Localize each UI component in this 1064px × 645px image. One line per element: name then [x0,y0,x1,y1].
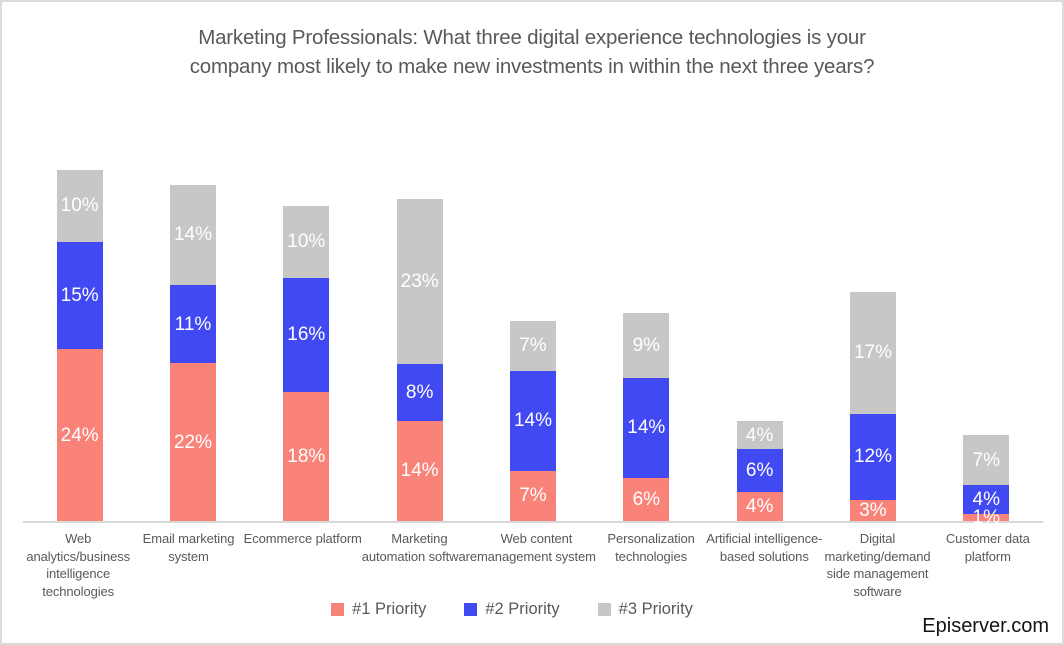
bar-column: 7% 14% 7% [476,320,589,521]
bar-segment: 7% [509,470,556,521]
bar-segment: 22% [169,363,216,521]
bar-value-label: 14% [627,417,666,439]
attribution-text: Episerver.com [922,615,1049,637]
bar-segment: 23% [396,198,443,364]
bar-value-label: 1% [972,506,1001,528]
x-axis-line [23,521,1043,523]
x-axis-label: Artificial intelligence- based solutions [706,530,822,600]
legend-item: #3 Priority [597,600,693,619]
bar-segment: 9% [623,313,670,378]
x-axis-label-text: Digital marketing/demand side management… [824,531,931,599]
bar-column: 17% 12% 3% [816,291,929,521]
x-axis-label-text: Web content management system [476,531,596,564]
bar-value-label: 4% [745,496,774,518]
legend-item: #2 Priority [464,600,560,619]
bar-value-label: 7% [519,485,547,507]
bar-segment: 7% [509,320,556,371]
bar-value-label: 6% [632,489,661,511]
bar-value-label: 18% [287,446,326,468]
x-axis-label: Web analytics/business intelligence tech… [23,530,133,600]
bar-segment: 24% [56,349,103,521]
bar-segment: 8% [396,363,443,421]
bar-segment: 14% [396,420,443,521]
bar-segment: 16% [283,277,330,393]
legend-swatch [331,603,345,616]
bar-value-label: 12% [853,446,892,468]
bar-value-label: 17% [853,342,892,364]
bar-segment: 10% [56,170,103,242]
bar-column: 23% 8% 14% [363,198,476,521]
x-axis-label: Email marketing system [133,530,243,600]
bar-segment: 6% [736,449,783,493]
x-axis-label: Personalization technologies [596,530,706,600]
x-axis-label-text: Customer data platform [945,531,1030,564]
x-axis-label-text: Ecommerce platform [243,531,362,546]
bar-value-label: 15% [60,284,99,306]
legend: #1 Priority #2 Priority #3 Priority [2,600,1022,619]
x-axis-label-text: Email marketing system [142,531,235,564]
bar-segment: 14% [623,377,670,479]
bar-column: 7% 4% 1% [930,435,1043,527]
bar-value-label: 4% [972,489,1001,511]
bar-segment: 4% [736,420,783,450]
bar-value-label: 11% [174,313,212,335]
legend-label: #1 Priority [352,600,427,618]
legend-label: #3 Priority [618,600,693,618]
bar-segment: 4% [963,485,1010,514]
bar-column: 4% 6% 4% [703,420,816,521]
bar-column: 9% 14% 6% [590,313,703,521]
bar-segment: 6% [623,478,670,521]
plot-area: 10% 15% 24% 14% 11% 22% 10% 16% 18% 23% 8% 14% 7% 14%… [23,2,1043,527]
bar-column: 10% 16% 18% [250,205,363,521]
bar-segment: 11% [169,284,216,364]
bar-value-label: 10% [60,195,99,217]
bar-segment: 15% [56,241,103,350]
bar-value-label: 14% [173,224,212,246]
bar-value-label: 3% [859,499,887,521]
bar-segment: 1% [963,508,1010,527]
bar-value-label: 7% [519,335,547,357]
chart-title: Marketing Professionals: What three digi… [189,26,875,79]
legend-swatch [597,603,611,616]
x-axis-label: Marketing automation software [362,530,477,600]
bar-segment: 12% [849,413,896,500]
bar-value-label: 23% [400,270,439,292]
bar-value-label: 7% [972,449,1001,471]
bar-value-label: 4% [745,424,774,446]
bar-segment: 3% [849,499,896,521]
legend-swatch [464,603,478,616]
bar-segment: 7% [963,435,1010,486]
x-axis-label-text: Artificial intelligence- based solutions [706,531,823,564]
bar-column: 14% 11% 22% [136,184,249,521]
bar-segment: 17% [849,291,896,414]
bar-value-label: 14% [400,460,439,482]
bar-column: 10% 15% 24% [23,170,136,521]
x-axis-labels: Web analytics/business intelligence tech… [23,530,1043,600]
x-axis-label: Ecommerce platform [244,530,362,600]
bar-value-label: 8% [405,381,434,403]
bar-value-label: 10% [287,231,326,253]
bar-segment: 14% [169,184,216,285]
bar-value-label: 9% [632,335,661,357]
bar-segment: 4% [736,492,783,521]
legend-label: #2 Priority [485,600,560,618]
bar-value-label: 14% [513,410,552,432]
x-axis-label-text: Marketing automation software [361,531,477,564]
x-axis-label: Customer data platform [933,530,1043,600]
legend-item: #1 Priority [331,600,426,619]
bar-value-label: 16% [287,324,326,346]
bar-value-label: 22% [173,431,212,453]
x-axis-label-text: Personalization technologies [607,531,695,564]
bar-value-label: 6% [745,460,774,482]
x-axis-label: Web content management system [477,530,596,600]
x-axis-label: Digital marketing/demand side management… [822,530,932,600]
bar-segment: 18% [283,392,330,521]
bar-segment: 14% [509,370,556,471]
bar-segment: 10% [283,205,330,278]
x-axis-label-text: Web analytics/business intelligence tech… [26,531,131,599]
bar-value-label: 24% [60,424,99,446]
